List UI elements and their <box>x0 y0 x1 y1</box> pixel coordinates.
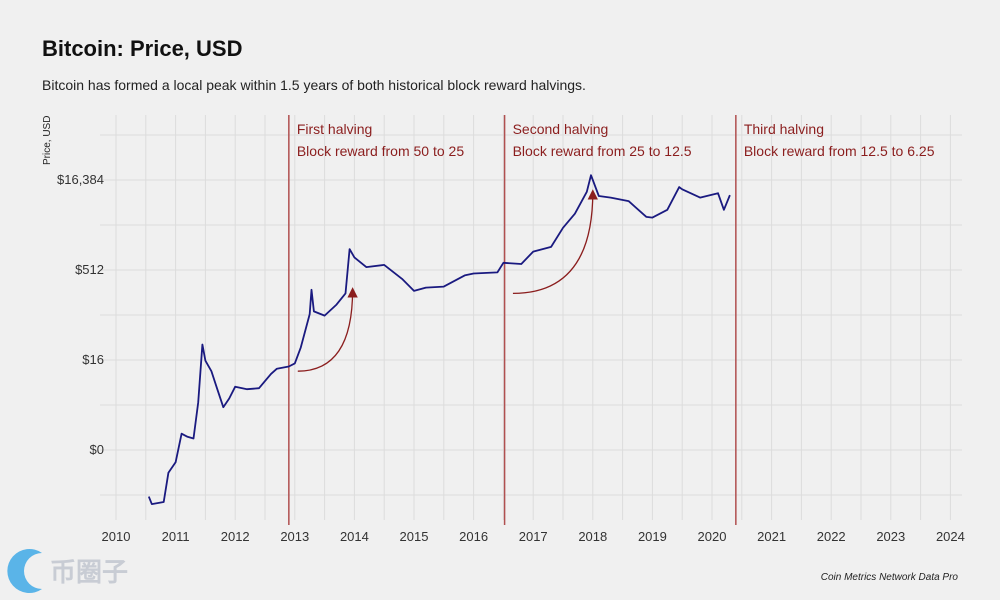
price-line <box>147 174 731 506</box>
y-tick-label: $16 <box>82 352 104 367</box>
watermark-text: 币圈子 <box>50 556 129 587</box>
x-tick-label: 2013 <box>280 529 309 544</box>
halving-label: First halving <box>297 121 372 137</box>
x-tick-label: 2021 <box>757 529 786 544</box>
x-tick-label: 2014 <box>340 529 369 544</box>
y-tick-label: $16,384 <box>57 172 104 187</box>
x-tick-label: 2015 <box>400 529 429 544</box>
x-tick-label: 2016 <box>459 529 488 544</box>
halving-label: Third halving <box>744 121 824 137</box>
x-tick-label: 2010 <box>102 529 131 544</box>
halving-arrow <box>297 287 358 372</box>
x-tick-label: 2012 <box>221 529 250 544</box>
x-tick-label: 2022 <box>817 529 846 544</box>
x-tick-label: 2011 <box>162 529 190 544</box>
logo-swirl-icon <box>7 549 43 593</box>
y-tick-label: $512 <box>75 262 104 277</box>
chart-title: Bitcoin: Price, USD <box>42 36 243 61</box>
y-tick-label: $0 <box>90 442 104 457</box>
x-tick-label: 2018 <box>578 529 607 544</box>
y-axis-label: Price, USD <box>42 116 53 165</box>
halving-reward-label: Block reward from 25 to 12.5 <box>513 143 692 159</box>
watermark-logo: 币圈子 <box>2 545 128 595</box>
x-tick-label: 2017 <box>519 529 548 544</box>
halving-arrow <box>512 189 598 295</box>
x-tick-label: 2020 <box>698 529 727 544</box>
source-note: Coin Metrics Network Data Pro <box>820 572 958 583</box>
halving-label: Second halving <box>513 121 609 137</box>
x-tick-label: 2019 <box>638 529 667 544</box>
x-tick-label: 2023 <box>876 529 905 544</box>
halving-reward-label: Block reward from 12.5 to 6.25 <box>744 143 935 159</box>
halving-reward-label: Block reward from 50 to 25 <box>297 143 465 159</box>
chart-subtitle: Bitcoin has formed a local peak within 1… <box>42 77 586 93</box>
x-tick-label: 2024 <box>936 529 965 544</box>
